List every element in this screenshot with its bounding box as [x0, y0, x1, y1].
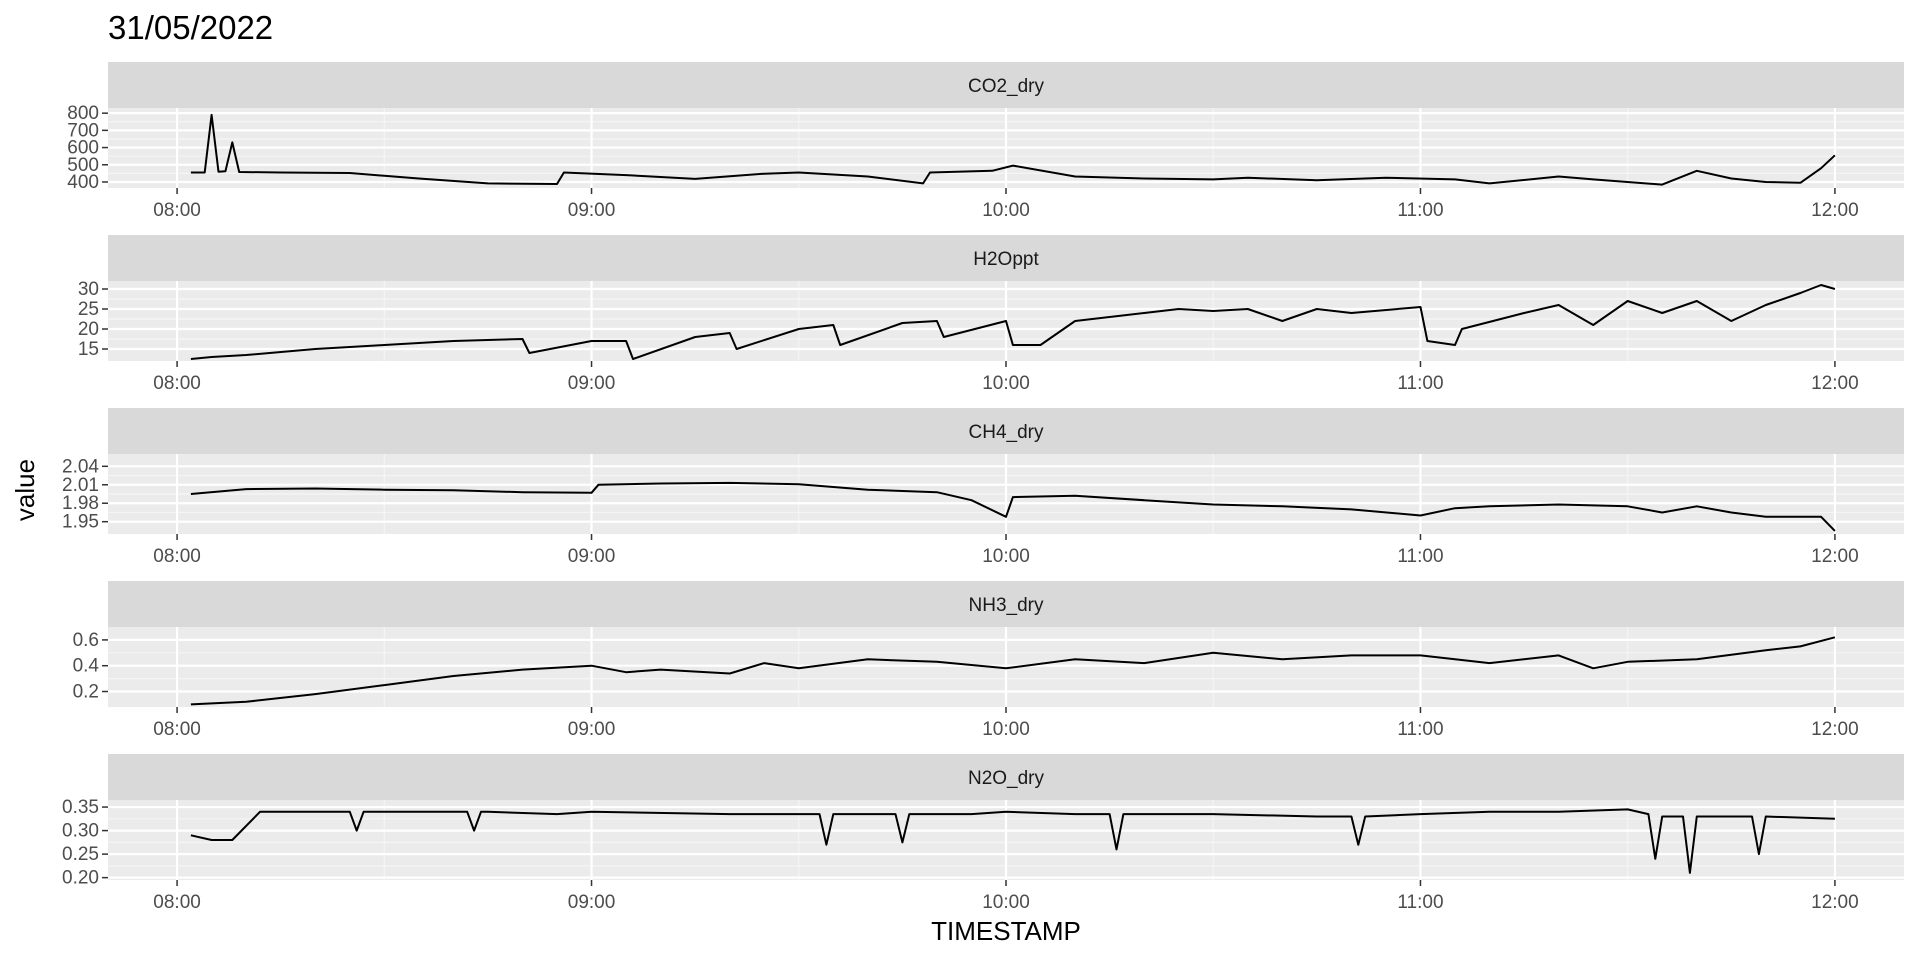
panel-strip-label: H2Oppt: [973, 249, 1039, 270]
chart-title: 31/05/2022: [108, 9, 273, 46]
x-tick-label: 11:00: [1397, 892, 1443, 913]
y-tick-label: 0.20: [62, 868, 99, 889]
panel-n2o-dry: N2O_dry 0.20 0.250.30 0.35 08:00 09:00 10:00 11…: [62, 754, 1904, 913]
y-tick-label: 0.35: [62, 797, 99, 818]
x-tick-label: 08:00: [153, 719, 201, 740]
series-line-h2oppt: [190, 284, 1836, 360]
y-tick-label: 600: [67, 138, 99, 159]
panel-strip: [108, 581, 1904, 627]
y-tick-label: 0.2: [73, 682, 99, 703]
x-tick-label: 12:00: [1811, 373, 1859, 394]
x-tick-label: 09:00: [568, 719, 616, 740]
panel-strip-label: N2O_dry: [968, 768, 1045, 789]
panel-nh3-dry: NH3_dry 0.2 0.4 0.6 08:00 09:00 10:00 11:00 12:0…: [73, 581, 1904, 740]
panel-strip-label: CO2_dry: [968, 76, 1045, 97]
y-tick-label: 400: [67, 172, 99, 193]
panel-strip: [108, 408, 1904, 454]
y-tick-label: 800: [67, 103, 99, 124]
x-tick-label: 11:00: [1397, 200, 1443, 221]
x-axis-title: TIMESTAMP: [931, 916, 1081, 946]
x-tick-label: 09:00: [568, 373, 616, 394]
y-tick-label: 700: [67, 120, 99, 141]
x-tick-label: 11:00: [1397, 546, 1443, 567]
x-tick-label: 10:00: [982, 373, 1030, 394]
y-tick-label: 30: [78, 279, 99, 300]
x-tick-label: 09:00: [568, 546, 616, 567]
x-tick-label: 08:00: [153, 373, 201, 394]
x-tick-label: 08:00: [153, 200, 201, 221]
y-tick-label: 0.25: [62, 844, 99, 865]
x-tick-label: 09:00: [568, 892, 616, 913]
x-tick-label: 10:00: [982, 546, 1030, 567]
panel-strip-label: NH3_dry: [969, 595, 1044, 616]
panel-strip-label: CH4_dry: [969, 422, 1044, 443]
y-tick-label: 25: [78, 299, 99, 320]
y-tick-label: 1.95: [62, 512, 99, 533]
x-tick-label: 12:00: [1811, 892, 1859, 913]
y-tick-label: 20: [78, 319, 99, 340]
x-tick-label: 10:00: [982, 200, 1030, 221]
y-axis-title: value: [10, 459, 40, 521]
y-tick-label: 0.30: [62, 821, 99, 842]
panel-strip: [108, 235, 1904, 281]
x-tick-label: 08:00: [153, 546, 201, 567]
series-line-n2o-dry: [190, 808, 1835, 874]
x-tick-label: 12:00: [1811, 546, 1859, 567]
y-tick-label: 15: [78, 339, 99, 360]
panel-strip: [108, 62, 1904, 108]
y-tick-label: 0.4: [73, 656, 100, 677]
series-line-co2-dry: [190, 113, 1836, 186]
x-tick-label: 11:00: [1397, 719, 1443, 740]
x-tick-label: 12:00: [1811, 719, 1859, 740]
panel-strip: [108, 754, 1904, 800]
panel-ch4-dry: CH4_dry 1.951.982.012.04 08:00 09:00 10:00 11…: [62, 408, 1904, 567]
x-tick-label: 12:00: [1811, 200, 1859, 221]
y-tick-label: 1.98: [62, 493, 99, 514]
y-tick-label: 2.01: [62, 475, 99, 496]
x-tick-label: 09:00: [568, 200, 616, 221]
x-tick-label: 11:00: [1397, 373, 1443, 394]
y-tick-label: 500: [67, 155, 99, 176]
y-tick-label: 0.6: [73, 630, 99, 651]
series-line-nh3-dry: [190, 636, 1836, 706]
series-line-ch4-dry: [190, 481, 1836, 532]
y-tick-label: 2.04: [62, 456, 99, 477]
x-tick-label: 10:00: [982, 892, 1030, 913]
x-tick-label: 08:00: [153, 892, 201, 913]
x-tick-label: 10:00: [982, 719, 1030, 740]
